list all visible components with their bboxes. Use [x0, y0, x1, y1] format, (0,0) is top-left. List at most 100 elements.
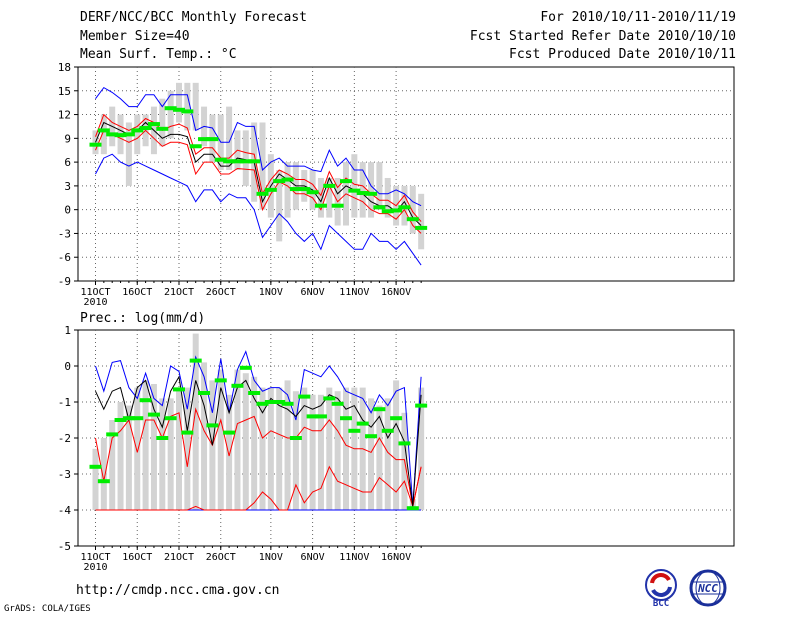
temperature-ytick-label: 18: [58, 61, 71, 74]
temperature-mean-mark: [206, 137, 219, 142]
bcc-logo-text: BCC: [653, 599, 669, 608]
precipitation-spread-box: [343, 387, 349, 510]
precipitation-spread-box: [251, 376, 258, 510]
precipitation-mean-mark: [139, 398, 152, 403]
temperature-spread-box: [317, 177, 324, 218]
precipitation-spread-box: [184, 387, 191, 510]
temperature-mean-mark: [131, 128, 144, 133]
precipitation-mean-mark: [281, 401, 294, 406]
precipitation-mean-mark: [340, 416, 352, 421]
temperature-mean-mark: [356, 191, 369, 196]
precipitation-spread-box: [226, 394, 233, 510]
temperature-xtick-label: 6NOV: [301, 287, 325, 298]
precipitation-spread-box: [317, 394, 324, 510]
precipitation-mean-mark: [97, 479, 110, 484]
precipitation-title: Prec.: log(mm/d): [80, 311, 205, 326]
precipitation-spread-box: [309, 394, 316, 510]
temperature-spread-box: [384, 177, 391, 218]
temperature-mean-mark: [306, 190, 319, 195]
temperature-spread-box: [351, 154, 358, 218]
chart-temperature: -9 -6 -3 0 3 6 9 12 15 18 11OCT 16OCT 21OCT 26OCT 1NOV…: [58, 61, 735, 308]
temperature-ytick-label: 9: [64, 132, 71, 145]
temperature-year-label: 2010: [83, 297, 107, 308]
temperature-mean-mark: [147, 122, 160, 127]
precipitation-spread-box: [92, 448, 99, 510]
temperature-mean-mark: [331, 203, 344, 208]
precipitation-mean-mark: [189, 358, 202, 363]
temperature-mean-mark: [398, 205, 411, 210]
precipitation-mean-mark: [122, 416, 135, 421]
precipitation-xtick-label: 26OCT: [206, 552, 236, 563]
chart-precipitation: -5 -4 -3 -2 -1 0 1 11OCT 16OCT 21OCT 26OCT 1NOV 6NOV…: [58, 311, 735, 573]
variable-label: Mean Surf. Temp.: °C: [80, 47, 237, 62]
precipitation-inner-upper-line: [95, 407, 422, 507]
precipitation-spread-box: [259, 387, 266, 510]
temperature-ytick-label: -3: [58, 227, 71, 240]
temperature-inner-upper-line: [95, 113, 422, 222]
temperature-ytick-label: 3: [64, 180, 71, 193]
temperature-mean-mark: [189, 144, 202, 149]
temperature-mean-mark: [348, 188, 361, 193]
precipitation-inner-lower-line: [95, 465, 422, 511]
temperature-spread-box: [100, 114, 107, 155]
precipitation-mean-mark: [323, 396, 336, 401]
precipitation-mean-mark: [348, 428, 361, 433]
temperature-mean-mark: [340, 179, 352, 184]
precipitation-spread-box: [109, 420, 116, 510]
temperature-mean-mark: [181, 109, 194, 114]
precipitation-ytick-label: -3: [58, 468, 71, 481]
temperature-ytick-label: 0: [64, 204, 71, 217]
precipitation-mean-mark: [156, 436, 169, 440]
temperature-mean-mark: [323, 183, 336, 188]
precipitation-spread-box: [201, 362, 208, 510]
member-size-label: Member Size=40: [80, 29, 190, 44]
precipitation-mean-mark: [206, 423, 219, 428]
temperature-mean-mark: [373, 205, 386, 210]
temperature-spread-box: [184, 82, 191, 131]
precipitation-ytick-label: 1: [64, 324, 71, 337]
precipitation-mean-mark: [273, 400, 286, 404]
temperature-mean-mark: [89, 142, 102, 147]
precipitation-mean-mark: [114, 418, 127, 422]
precipitation-mean-mark: [381, 428, 394, 433]
temperature-ytick-label: 6: [64, 156, 71, 169]
precipitation-mean-mark: [331, 401, 344, 406]
precipitation-mean-mark: [398, 441, 411, 446]
precipitation-spread-box: [142, 380, 149, 510]
precipitation-mean-mark: [231, 383, 244, 388]
precipitation-spread-box: [267, 387, 274, 510]
precipitation-xtick-label: 11OCT: [80, 552, 110, 563]
temperature-spread-box: [167, 90, 174, 139]
temperature-spread-box: [125, 122, 132, 186]
precipitation-mean-mark: [173, 387, 185, 392]
temperature-mean-mark: [214, 157, 227, 162]
temperature-spread-box: [176, 82, 182, 123]
temperature-mean-mark: [164, 106, 177, 111]
precipitation-ytick-label: -5: [58, 540, 71, 553]
temperature-xtick-label: 16OCT: [122, 287, 152, 298]
precipitation-outer-upper-line: [95, 350, 422, 507]
temperature-ytick-label: 15: [58, 85, 71, 98]
forecast-produced-date: Fcst Produced Date 2010/10/11: [509, 47, 736, 62]
temperature-mean-mark: [223, 159, 236, 164]
forecast-started-date: Fcst Started Refer Date 2010/10/10: [469, 29, 736, 44]
temperature-spread-box: [226, 106, 233, 171]
precipitation-spread-box: [125, 405, 132, 510]
grads-credit: GrADS: COLA/IGES: [4, 604, 91, 614]
precipitation-spread-box: [376, 405, 383, 510]
temperature-mean-mark: [256, 191, 269, 196]
precipitation-mean-mark: [356, 421, 369, 426]
precipitation-mean-mark: [365, 434, 378, 439]
precipitation-mean-mark: [415, 403, 428, 408]
precipitation-mean-mark: [390, 416, 403, 421]
precipitation-spread-box: [334, 391, 341, 510]
precipitation-mean-mark: [314, 414, 327, 419]
precipitation-mean-mark: [131, 416, 144, 421]
temperature-mean-mark: [314, 203, 327, 208]
source-url[interactable]: http://cmdp.ncc.cma.gov.cn: [76, 583, 280, 598]
precipitation-xtick-label: 16NOV: [381, 552, 411, 563]
ncc-logo-text: NCC: [697, 582, 718, 595]
bcc-logo-icon: BCC: [645, 569, 677, 608]
precipitation-spread-box: [242, 373, 249, 510]
